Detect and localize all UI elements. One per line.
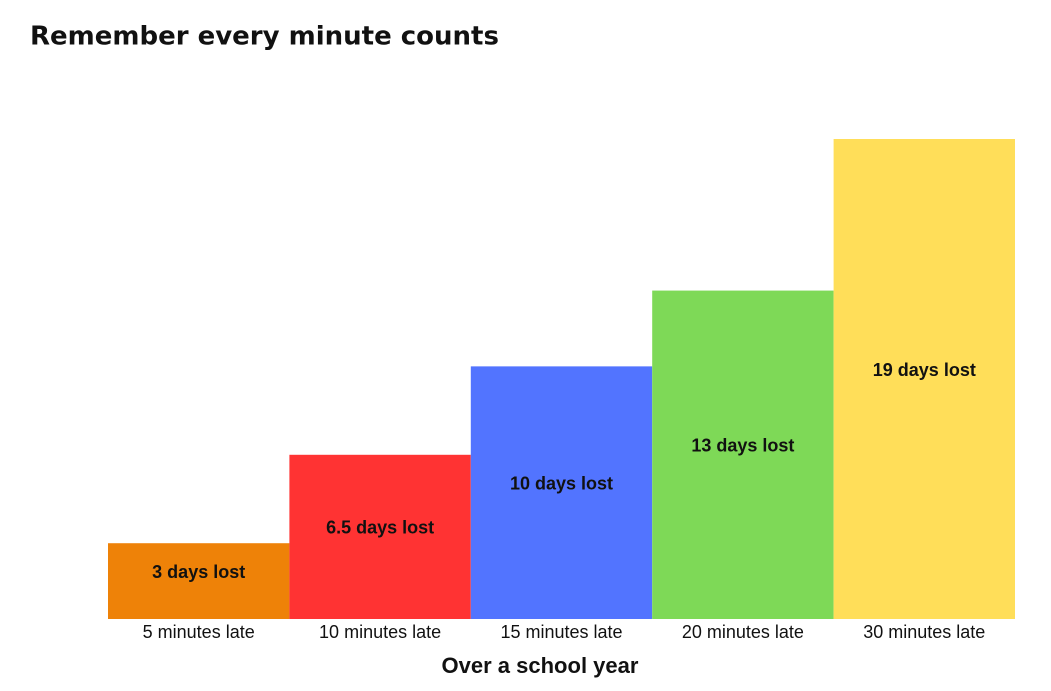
chart-title: Remember every minute counts [30,22,499,52]
value-label: 3 days lost [152,562,245,582]
x-tick-label: 20 minutes late [682,622,804,642]
x-tick-label: 5 minutes late [143,622,255,642]
value-label: 6.5 days lost [326,518,434,538]
bar [470,366,653,619]
value-label: 19 days lost [873,360,976,380]
bar [108,543,290,619]
bar [652,290,834,619]
x-tick-label: 30 minutes late [863,622,985,642]
x-tick-label: 15 minutes late [500,622,622,642]
bar [833,139,1015,619]
value-label: 13 days lost [691,436,794,456]
x-axis-label: Over a school year [442,653,639,678]
bar [289,454,471,619]
x-tick-label: 10 minutes late [319,622,441,642]
value-label: 10 days lost [510,473,613,493]
